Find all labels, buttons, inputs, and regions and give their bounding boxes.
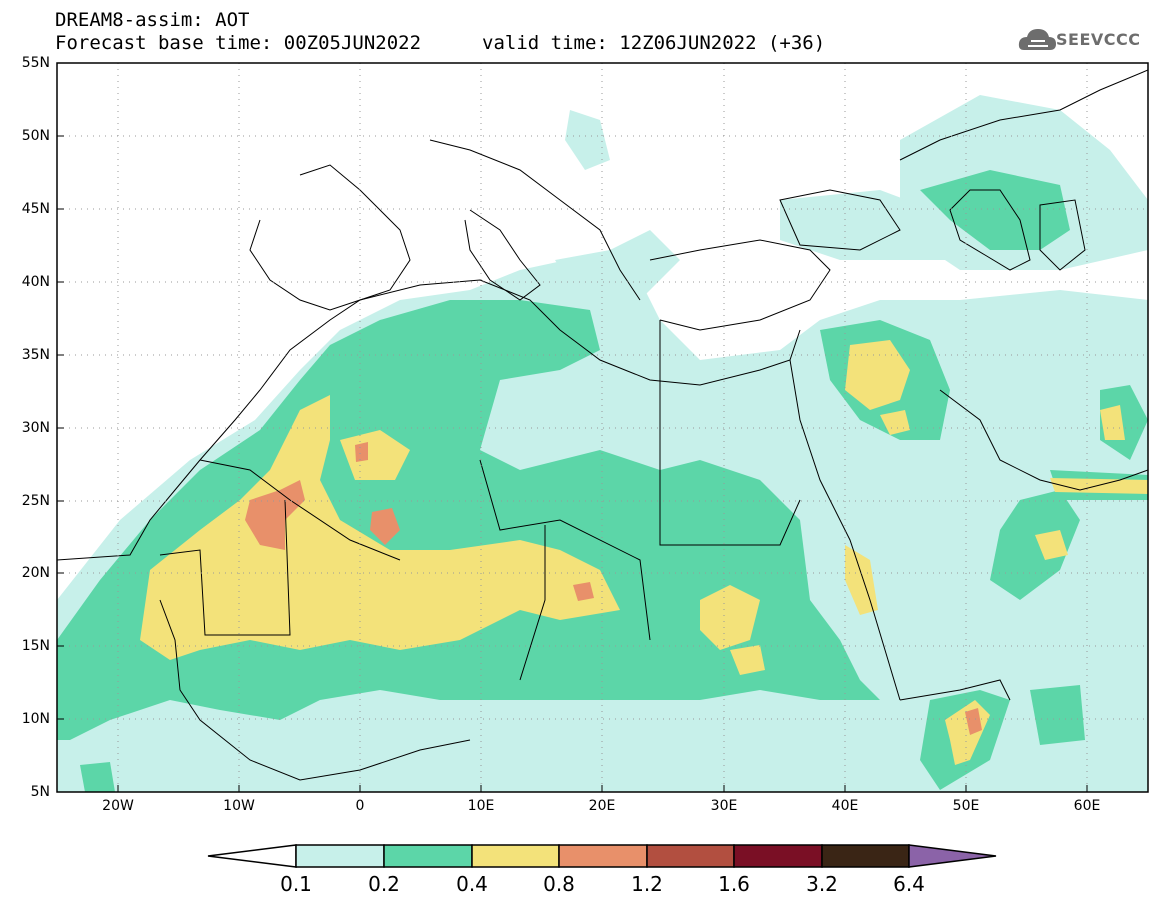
lat-label: 40N bbox=[21, 274, 50, 290]
colorbar-label: 1.2 bbox=[631, 872, 663, 896]
lon-label: 40E bbox=[831, 798, 859, 814]
colorbar-label: 3.2 bbox=[806, 872, 838, 896]
aot-level-0.8 bbox=[245, 442, 982, 735]
lat-label: 50N bbox=[21, 128, 50, 144]
lat-label: 55N bbox=[21, 55, 50, 71]
cloud-logo-icon bbox=[1018, 29, 1056, 50]
axis-ticks bbox=[57, 135, 1088, 792]
lon-label: 20W bbox=[102, 798, 134, 814]
lon-label: 10E bbox=[467, 798, 495, 814]
lat-label: 10N bbox=[21, 711, 50, 727]
colorbar-label: 0.8 bbox=[543, 872, 575, 896]
lat-label: 5N bbox=[30, 784, 50, 800]
lat-label: 15N bbox=[21, 638, 50, 654]
colorbar-label: 0.1 bbox=[280, 872, 312, 896]
colorbar-label: 1.6 bbox=[718, 872, 750, 896]
colorbar-swatch-2 bbox=[383, 844, 473, 868]
seevccc-logo bbox=[1018, 22, 1153, 58]
colorbar-swatch-3 bbox=[471, 844, 560, 868]
lat-label: 25N bbox=[21, 493, 50, 509]
lon-label: 20E bbox=[588, 798, 616, 814]
lat-label: 30N bbox=[21, 420, 50, 436]
lon-label: 10W bbox=[223, 798, 255, 814]
lat-label: 45N bbox=[21, 201, 50, 217]
forecast-base-time: Forecast base time: 00Z05JUN2022 bbox=[55, 32, 422, 54]
coastlines bbox=[57, 69, 1148, 781]
colorbar-label: 6.4 bbox=[893, 872, 925, 896]
colorbar-swatch-4 bbox=[558, 844, 648, 868]
map-title: DREAM8-assim: AOT bbox=[55, 9, 250, 31]
lon-label: 50E bbox=[952, 798, 980, 814]
aot-field bbox=[57, 95, 1148, 792]
lon-label: 30E bbox=[710, 798, 738, 814]
valid-time: valid time: 12Z06JUN2022 (+36) bbox=[482, 32, 826, 54]
colorbar-swatch-1 bbox=[295, 844, 385, 868]
colorbar-label: 0.4 bbox=[456, 872, 488, 896]
aot-level-0.4 bbox=[140, 340, 1148, 765]
colorbar-high-arrow bbox=[908, 844, 997, 868]
colorbar-label: 0.2 bbox=[368, 872, 400, 896]
colorbar-swatch-7 bbox=[821, 844, 910, 868]
lat-label: 20N bbox=[21, 565, 50, 581]
lon-label: 60E bbox=[1073, 798, 1101, 814]
logo-text: SEEVCCC bbox=[1056, 30, 1141, 49]
colorbar-low-arrow bbox=[207, 844, 297, 868]
colorbar-swatch-5 bbox=[646, 844, 735, 868]
colorbar bbox=[207, 844, 997, 868]
lon-label: 0 bbox=[355, 798, 365, 814]
colorbar-swatch-6 bbox=[733, 844, 823, 868]
lat-label: 35N bbox=[21, 347, 50, 363]
